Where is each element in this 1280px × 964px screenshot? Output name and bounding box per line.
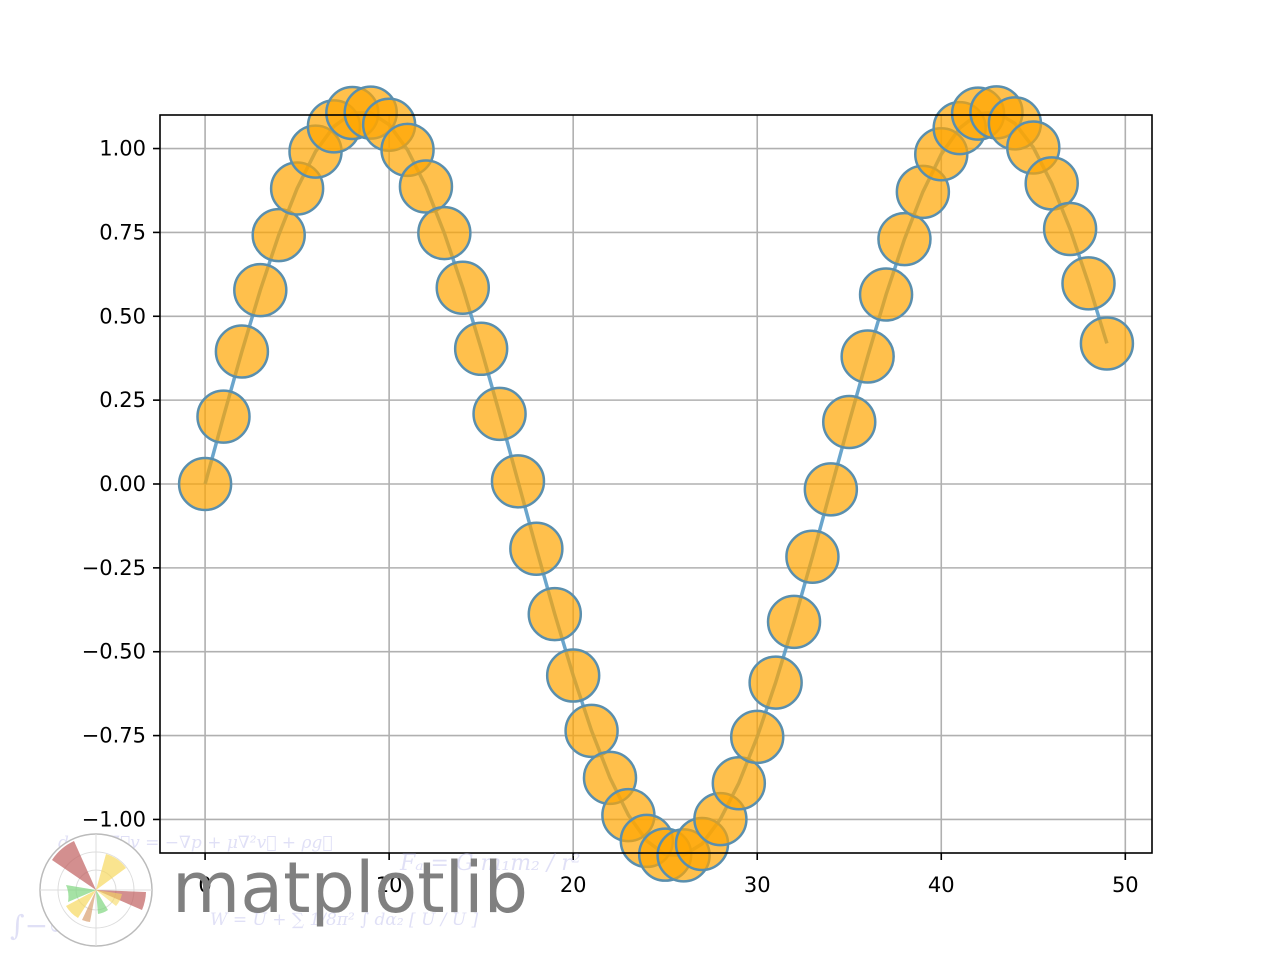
data-point: [1079, 316, 1135, 371]
logo-formula-3: W = U + ∑ 1/8π² ∫ dα₂ [ U / U ]: [210, 910, 479, 930]
data-point: [527, 586, 583, 642]
data-point: [453, 321, 509, 377]
data-point: [251, 207, 306, 263]
y-tick-label: 0.50: [99, 304, 146, 328]
data-point: [1061, 256, 1116, 311]
data-point: [803, 462, 859, 517]
x-tick-label: 10: [376, 873, 403, 897]
logo-wordmark: matplotlib: [172, 847, 528, 929]
data-point: [564, 703, 619, 759]
data-point: [545, 648, 601, 703]
data-point: [398, 159, 454, 214]
data-point: [785, 529, 840, 585]
y-tick-label: −0.50: [82, 640, 146, 664]
data-point: [196, 389, 251, 444]
plot-frame: [159, 114, 1153, 854]
grid: [160, 115, 1152, 853]
data-point: [711, 755, 767, 811]
matplotlib-logo: dρ ∂v ∇⃗v = −∇p + μ∇²v⃗ + ρg⃗ Fₐ = G m₁m…: [10, 833, 581, 947]
y-tick-label: 0.75: [99, 220, 146, 244]
data-point: [177, 456, 233, 512]
y-tick-label: −1.00: [82, 807, 146, 831]
x-tick-label: 50: [1112, 873, 1139, 897]
x-tick-label: 40: [928, 873, 955, 897]
data-point: [417, 205, 472, 261]
data-point: [877, 211, 932, 267]
data-point: [1024, 156, 1079, 211]
tick-labels: 0 10 20 30 40 50 1.00 0.75 0.50 0.25 0.00 −0.25 −0.5…: [82, 137, 1139, 897]
logo-formula-2: Fₐ = G m₁m₂ / r²: [399, 851, 581, 876]
data-point: [821, 394, 877, 450]
y-tick-label: 0.00: [99, 472, 146, 496]
data-point: [435, 260, 491, 316]
data-point: [766, 594, 822, 650]
axes: [153, 114, 1153, 860]
data-point: [214, 324, 270, 379]
x-tick-label: 0: [198, 873, 211, 897]
series-layer: [177, 85, 1135, 883]
logo-polar-icon: [39, 833, 153, 947]
data-point: [729, 709, 785, 765]
x-tick-label: 20: [560, 873, 587, 897]
y-tick-label: −0.25: [82, 556, 146, 580]
data-point: [472, 386, 527, 442]
y-tick-label: 1.00: [99, 137, 146, 161]
data-point: [858, 267, 914, 322]
y-tick-label: −0.75: [82, 724, 146, 748]
y-tick-label: 0.25: [99, 388, 146, 412]
data-point: [490, 454, 546, 509]
data-point: [840, 329, 895, 384]
data-point: [233, 262, 288, 318]
x-tick-label: 30: [744, 873, 771, 897]
data-point: [1042, 201, 1098, 257]
data-point: [509, 521, 564, 576]
data-point: [748, 655, 803, 710]
